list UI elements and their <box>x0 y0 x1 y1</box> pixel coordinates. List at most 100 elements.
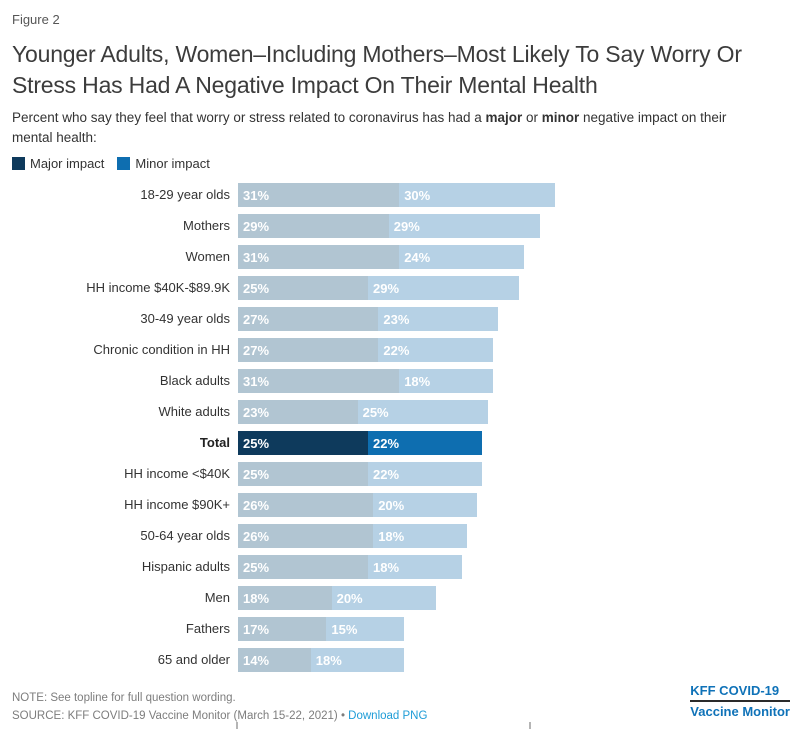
stacked-bar: 31% 18% <box>238 369 493 394</box>
major-segment[interactable]: 25% <box>238 431 368 456</box>
chart-row: Hispanic adults 25% 18% <box>12 555 792 580</box>
minor-segment[interactable]: 23% <box>378 307 498 332</box>
minor-segment[interactable]: 18% <box>373 524 467 549</box>
chart-row: Total 25% 22% <box>12 431 792 456</box>
minor-value-label: 20% <box>336 590 363 606</box>
major-segment[interactable]: 26% <box>238 524 374 549</box>
major-value-label: 27% <box>243 311 270 327</box>
minor-value-label: 22% <box>373 435 400 451</box>
major-value-label: 25% <box>243 559 270 575</box>
minor-value-label: 20% <box>378 497 405 513</box>
stacked-bar: 25% 22% <box>238 462 483 487</box>
chart-row: Fathers 17% 15% <box>12 617 792 642</box>
major-value-label: 14% <box>243 652 270 668</box>
kff-logo: KFF COVID-19 Vaccine Monitor <box>690 683 790 719</box>
major-segment[interactable]: 26% <box>238 493 374 518</box>
major-segment[interactable]: 17% <box>238 617 327 642</box>
legend-item-minor: Minor impact <box>117 156 210 172</box>
row-label: HH income $40K-$89.9K <box>86 280 230 296</box>
row-label: Chronic condition in HH <box>93 342 230 358</box>
major-segment[interactable]: 25% <box>238 462 368 487</box>
minor-value-label: 29% <box>393 218 420 234</box>
major-impact-swatch <box>12 157 25 171</box>
major-value-label: 17% <box>243 621 270 637</box>
minor-segment[interactable]: 25% <box>357 400 488 425</box>
minor-impact-swatch <box>117 157 131 171</box>
stacked-bar: 18% 20% <box>238 586 436 611</box>
figure-label: Figure 2 <box>12 12 60 27</box>
legend-label-minor: Minor impact <box>135 156 210 172</box>
chart-row: 65 and older 14% 18% <box>12 648 792 673</box>
major-segment[interactable]: 25% <box>238 555 368 580</box>
major-value-label: 23% <box>243 404 270 420</box>
stacked-bar: 23% 25% <box>238 400 488 425</box>
minor-segment[interactable]: 18% <box>399 369 493 394</box>
row-label: Hispanic adults <box>141 559 230 575</box>
minor-segment[interactable]: 18% <box>368 555 462 580</box>
minor-segment[interactable]: 20% <box>373 493 478 518</box>
download-png-link[interactable]: Download PNG <box>348 709 428 722</box>
minor-segment[interactable]: 29% <box>388 214 540 239</box>
minor-segment[interactable]: 22% <box>368 431 483 456</box>
minor-segment[interactable]: 22% <box>368 462 483 487</box>
stacked-bar: 27% 22% <box>238 338 493 363</box>
stacked-bar: 25% 22% <box>238 431 483 456</box>
minor-segment[interactable]: 22% <box>378 338 493 363</box>
stacked-bar: 25% 18% <box>238 555 462 580</box>
source-text: SOURCE: KFF COVID-19 Vaccine Monitor (Ma… <box>12 709 338 722</box>
row-label: Total <box>199 435 230 451</box>
major-segment[interactable]: 31% <box>238 183 400 208</box>
chart-row: HH income <$40K 25% 22% <box>12 462 792 487</box>
row-label: HH income $90K+ <box>124 497 230 513</box>
legend-item-major: Major impact <box>12 156 104 171</box>
row-label: 30-49 year olds <box>140 311 230 327</box>
major-segment[interactable]: 25% <box>238 276 368 301</box>
major-segment[interactable]: 18% <box>238 586 332 611</box>
stacked-bar: 26% 20% <box>238 493 478 518</box>
note-text: NOTE: See topline for full question word… <box>12 692 236 705</box>
row-label: 18-29 year olds <box>140 187 230 203</box>
legend-label-major: Major impact <box>30 156 105 172</box>
stacked-bar: 31% 24% <box>238 245 524 270</box>
major-value-label: 31% <box>243 373 270 389</box>
legend: Major impact Minor impact <box>12 156 792 171</box>
stacked-bar: 17% 15% <box>238 617 405 642</box>
major-segment[interactable]: 14% <box>238 648 311 673</box>
bottom-tick-left <box>236 722 238 729</box>
major-segment[interactable]: 23% <box>238 400 358 425</box>
major-segment[interactable]: 27% <box>238 307 379 332</box>
source-line: SOURCE: KFF COVID-19 Vaccine Monitor (Ma… <box>12 708 792 725</box>
chart-row: White adults 23% 25% <box>12 400 792 425</box>
minor-segment[interactable]: 15% <box>326 617 405 642</box>
major-value-label: 29% <box>243 218 270 234</box>
minor-segment[interactable]: 18% <box>310 648 405 673</box>
minor-segment[interactable]: 30% <box>399 183 556 208</box>
kff-logo-line1: KFF COVID-19 <box>690 683 790 702</box>
major-segment[interactable]: 31% <box>238 369 400 394</box>
row-label: Women <box>185 249 230 265</box>
minor-segment[interactable]: 20% <box>331 586 436 611</box>
subtitle-mid: or <box>522 110 542 126</box>
subtitle-bold-major: major <box>485 110 523 126</box>
major-value-label: 31% <box>243 249 270 265</box>
major-value-label: 25% <box>243 466 270 482</box>
major-segment[interactable]: 31% <box>238 245 400 270</box>
major-value-label: 27% <box>243 342 270 358</box>
minor-value-label: 25% <box>362 404 389 420</box>
major-segment[interactable]: 27% <box>238 338 379 363</box>
major-segment[interactable]: 29% <box>238 214 389 239</box>
minor-value-label: 24% <box>404 249 431 265</box>
minor-value-label: 18% <box>315 652 342 668</box>
chart-row: HH income $90K+ 26% 20% <box>12 493 792 518</box>
major-value-label: 25% <box>243 435 270 451</box>
minor-value-label: 29% <box>373 280 400 296</box>
minor-value-label: 22% <box>383 342 410 358</box>
chart-row: Black adults 31% 18% <box>12 369 792 394</box>
minor-value-label: 30% <box>404 187 431 203</box>
minor-value-label: 18% <box>373 559 400 575</box>
row-label: White adults <box>158 404 230 420</box>
minor-segment[interactable]: 29% <box>368 276 519 301</box>
minor-segment[interactable]: 24% <box>399 245 524 270</box>
chart-row: Chronic condition in HH 27% 22% <box>12 338 792 363</box>
